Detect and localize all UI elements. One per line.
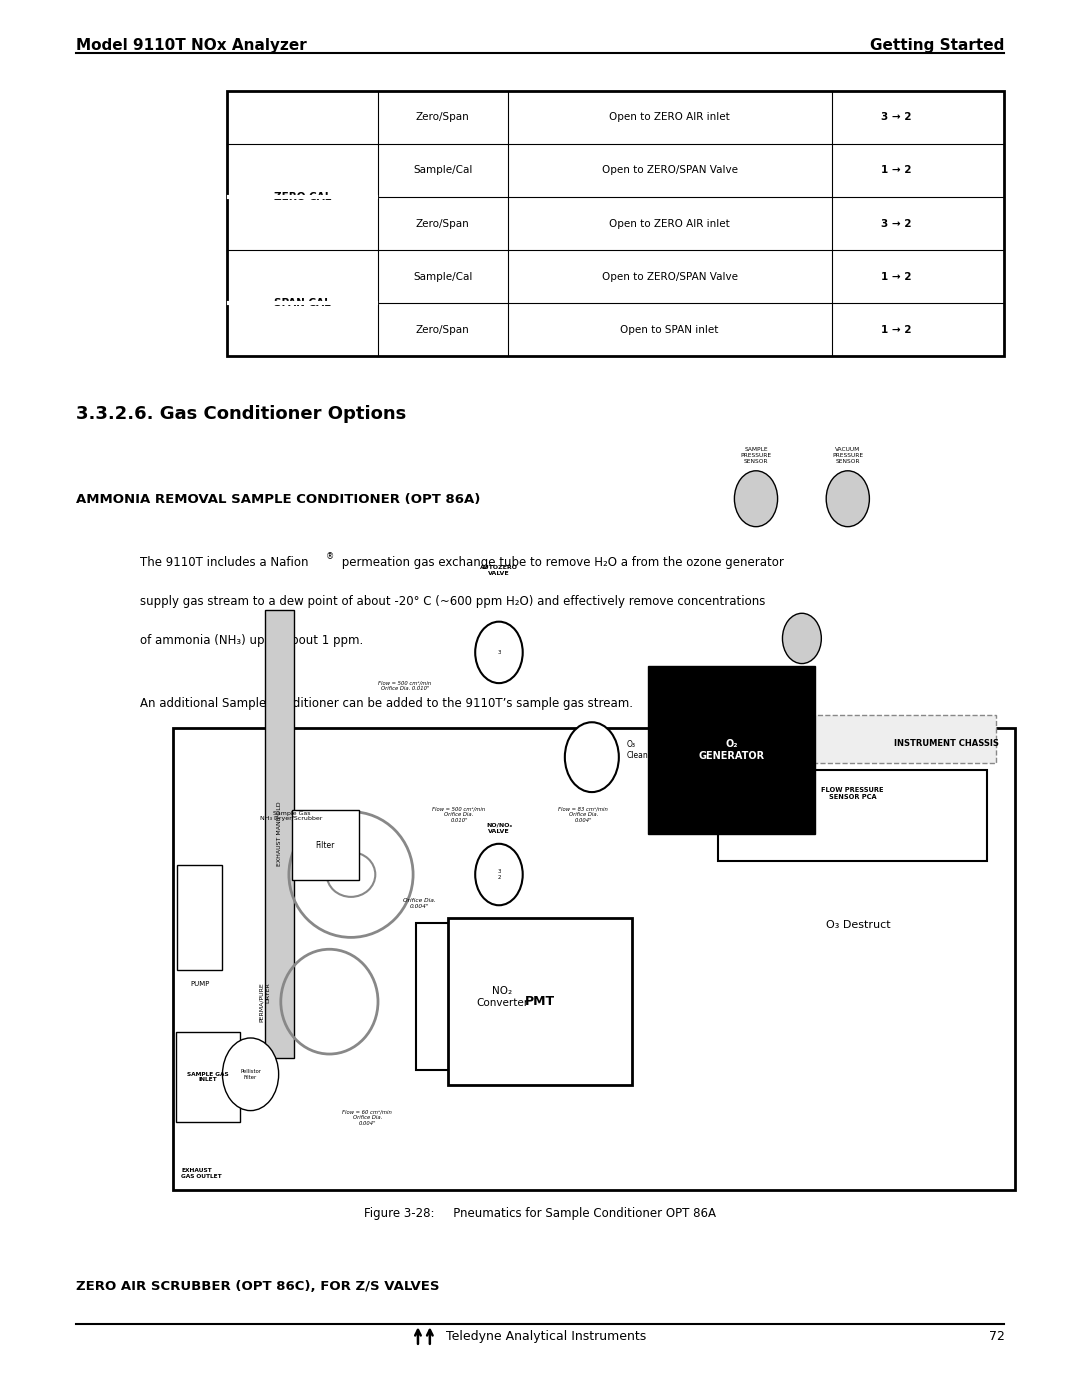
Text: O₃ Destruct: O₃ Destruct xyxy=(826,919,891,930)
Text: PUMP: PUMP xyxy=(190,982,210,988)
Bar xyxy=(177,866,222,970)
Text: INSTRUMENT CHASSIS: INSTRUMENT CHASSIS xyxy=(894,739,999,747)
Text: Pellistor
Filter: Pellistor Filter xyxy=(240,1069,261,1080)
Bar xyxy=(448,918,632,1085)
Text: FLOW PRESSURE
SENSOR PCA: FLOW PRESSURE SENSOR PCA xyxy=(822,787,883,799)
Text: PMT: PMT xyxy=(525,995,555,1009)
Text: SPAN CAL: SPAN CAL xyxy=(274,298,330,309)
Text: ZERO AIR SCRUBBER (OPT 86C), FOR Z/S VALVES: ZERO AIR SCRUBBER (OPT 86C), FOR Z/S VAL… xyxy=(76,1280,440,1292)
Bar xyxy=(648,666,815,834)
Bar xyxy=(176,1032,240,1122)
Text: Flow = 83 cm³/min
Orifice Dia.
0.004": Flow = 83 cm³/min Orifice Dia. 0.004" xyxy=(558,806,608,823)
Bar xyxy=(292,810,359,880)
Text: AUTOZERO
VALVE: AUTOZERO VALVE xyxy=(480,564,518,576)
Bar xyxy=(718,770,987,861)
Text: 1 → 2: 1 → 2 xyxy=(881,324,912,335)
Text: SAMPLE GAS
INLET: SAMPLE GAS INLET xyxy=(187,1071,229,1083)
Text: SAMPLE
PRESSURE
SENSOR: SAMPLE PRESSURE SENSOR xyxy=(741,447,771,464)
Text: AMMONIA REMOVAL SAMPLE CONDITIONER (OPT 86A): AMMONIA REMOVAL SAMPLE CONDITIONER (OPT … xyxy=(76,493,480,506)
Circle shape xyxy=(782,613,822,664)
Text: of ammonia (NH₃) up to about 1 ppm.: of ammonia (NH₃) up to about 1 ppm. xyxy=(140,634,364,647)
Text: NO/NOₓ
VALVE: NO/NOₓ VALVE xyxy=(486,823,512,834)
Text: 3: 3 xyxy=(497,650,501,655)
Text: Open to ZERO/SPAN Valve: Open to ZERO/SPAN Valve xyxy=(602,165,738,176)
Text: 3 → 2: 3 → 2 xyxy=(881,112,912,123)
Text: Sample Gas
NH₃ Dryer/Scrubber: Sample Gas NH₃ Dryer/Scrubber xyxy=(260,810,323,821)
Text: Open to ZERO AIR inlet: Open to ZERO AIR inlet xyxy=(609,218,730,229)
Text: Figure 3-28:     Pneumatics for Sample Conditioner OPT 86A: Figure 3-28: Pneumatics for Sample Condi… xyxy=(364,1207,716,1220)
Circle shape xyxy=(475,622,523,683)
Text: EXHAUST
GAS OUTLET: EXHAUST GAS OUTLET xyxy=(181,1168,222,1179)
Text: 3 → 2: 3 → 2 xyxy=(881,218,912,229)
Text: ®: ® xyxy=(326,552,335,560)
Text: Open to ZERO/SPAN Valve: Open to ZERO/SPAN Valve xyxy=(602,271,738,282)
Bar xyxy=(416,923,589,1070)
Circle shape xyxy=(734,471,778,527)
Text: Filter: Filter xyxy=(315,841,335,849)
Circle shape xyxy=(222,1038,279,1111)
Text: supply gas stream to a dew point of about -20° C (~600 ppm H₂O) and effectively : supply gas stream to a dew point of abou… xyxy=(140,595,766,608)
Text: VACUUM
PRESSURE
SENSOR: VACUUM PRESSURE SENSOR xyxy=(833,447,863,464)
Text: Getting Started: Getting Started xyxy=(870,38,1004,53)
Bar xyxy=(227,91,1004,356)
Text: Model 9110T NOx Analyzer: Model 9110T NOx Analyzer xyxy=(76,38,307,53)
Text: Flow = 60 cm³/min
Orifice Dia.
0.004": Flow = 60 cm³/min Orifice Dia. 0.004" xyxy=(342,1109,392,1126)
Circle shape xyxy=(475,844,523,905)
Text: O₂ FLOW
SENSOR: O₂ FLOW SENSOR xyxy=(789,668,814,679)
Text: 1 → 2: 1 → 2 xyxy=(881,165,912,176)
Text: O₃
Cleanser: O₃ Cleanser xyxy=(626,740,660,760)
Text: EXHAUST MANIFOLD: EXHAUST MANIFOLD xyxy=(276,802,282,866)
Text: PERMA/PURE
DRYER: PERMA/PURE DRYER xyxy=(259,982,270,1021)
Text: Sample/Cal: Sample/Cal xyxy=(414,165,472,176)
Text: The 9110T includes a Nafion: The 9110T includes a Nafion xyxy=(140,556,309,569)
Text: permeation gas exchange tube to remove H₂O a from the ozone generator: permeation gas exchange tube to remove H… xyxy=(338,556,784,569)
Text: ZERO CAL: ZERO CAL xyxy=(273,191,332,203)
Text: Open to ZERO AIR inlet: Open to ZERO AIR inlet xyxy=(609,112,730,123)
Text: Flow = 500 cm³/min
Orifice Dia.
0.010": Flow = 500 cm³/min Orifice Dia. 0.010" xyxy=(432,806,486,823)
Text: 1 → 2: 1 → 2 xyxy=(881,271,912,282)
Text: 72: 72 xyxy=(988,1330,1004,1343)
Text: An additional Sample Conditioner can be added to the 9110T’s sample gas stream.: An additional Sample Conditioner can be … xyxy=(140,697,633,710)
Bar xyxy=(173,728,1015,1190)
Text: Zero/Span: Zero/Span xyxy=(416,324,470,335)
Text: NO₂
Converter: NO₂ Converter xyxy=(476,986,528,1007)
Text: Sample/Cal: Sample/Cal xyxy=(414,271,472,282)
Text: O₂
GENERATOR: O₂ GENERATOR xyxy=(699,739,765,761)
Circle shape xyxy=(826,471,869,527)
Text: Open to SPAN inlet: Open to SPAN inlet xyxy=(620,324,719,335)
Text: Teledyne Analytical Instruments: Teledyne Analytical Instruments xyxy=(446,1330,646,1343)
Bar xyxy=(707,715,996,763)
Text: Orifice Dia.
0.004": Orifice Dia. 0.004" xyxy=(403,898,435,909)
Text: Flow = 500 cm³/min
Orifice Dia. 0.010": Flow = 500 cm³/min Orifice Dia. 0.010" xyxy=(378,680,432,692)
Text: 3
2: 3 2 xyxy=(497,869,501,880)
Circle shape xyxy=(565,722,619,792)
Text: 3.3.2.6. Gas Conditioner Options: 3.3.2.6. Gas Conditioner Options xyxy=(76,405,406,423)
Bar xyxy=(265,610,294,1058)
Text: Zero/Span: Zero/Span xyxy=(416,112,470,123)
Text: Zero/Span: Zero/Span xyxy=(416,218,470,229)
